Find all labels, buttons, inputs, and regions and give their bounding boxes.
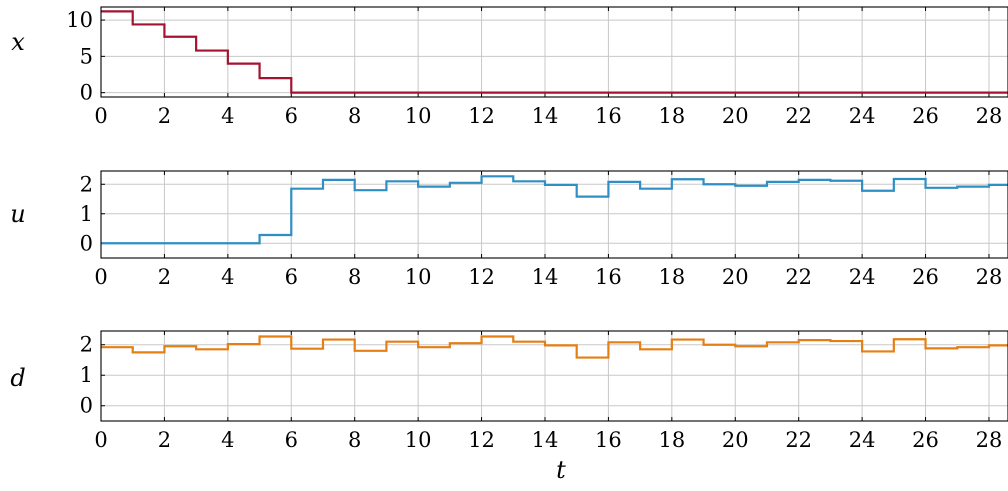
x-tick-label: 12 xyxy=(468,428,495,452)
x-tick-label: 22 xyxy=(785,265,812,289)
y-tick-label: 10 xyxy=(66,8,93,32)
x-tick-label: 10 xyxy=(405,265,432,289)
x-tick-label: 16 xyxy=(595,428,622,452)
x-tick-label: 14 xyxy=(532,428,559,452)
x-tick-label: 10 xyxy=(405,428,432,452)
series-line-u xyxy=(101,175,1008,245)
x-tick-label: 2 xyxy=(158,428,171,452)
x-tick-label: 8 xyxy=(348,428,361,452)
x-tick-label: 20 xyxy=(722,265,749,289)
x-tick-label: 24 xyxy=(849,428,876,452)
x-tick-label: 8 xyxy=(348,104,361,128)
y-tick-label: 1 xyxy=(80,363,93,387)
x-tick-label: 24 xyxy=(849,104,876,128)
y-tick-label: 2 xyxy=(80,333,93,357)
x-tick-label: 28 xyxy=(976,428,1003,452)
x-tick-label: 16 xyxy=(595,104,622,128)
y-axis-label: u xyxy=(10,200,25,228)
x-tick-label: 26 xyxy=(912,428,939,452)
x-tick-label: 18 xyxy=(658,104,685,128)
x-tick-label: 4 xyxy=(221,428,234,452)
y-tick-label: 5 xyxy=(80,44,93,68)
axes-frame xyxy=(100,6,1008,98)
x-tick-label: 4 xyxy=(221,104,234,128)
x-tick-label: 18 xyxy=(658,265,685,289)
axes-frame xyxy=(100,330,1008,422)
x-tick-label: 6 xyxy=(285,265,298,289)
y-tick-label: 0 xyxy=(80,81,93,105)
y-tick-label: 2 xyxy=(80,172,93,196)
x-tick-label: 26 xyxy=(912,265,939,289)
x-tick-label: 16 xyxy=(595,265,622,289)
y-axis-label: d xyxy=(10,364,25,392)
x-tick-label: 6 xyxy=(285,104,298,128)
x-tick-label: 0 xyxy=(94,265,107,289)
x-tick-label: 22 xyxy=(785,428,812,452)
x-tick-label: 2 xyxy=(158,265,171,289)
x-axis-label: t xyxy=(556,456,566,484)
x-tick-label: 0 xyxy=(94,428,107,452)
x-tick-label: 12 xyxy=(468,104,495,128)
x-tick-label: 6 xyxy=(285,428,298,452)
x-tick-label: 8 xyxy=(348,265,361,289)
series-line-d xyxy=(101,335,1008,359)
x-tick-label: 22 xyxy=(785,104,812,128)
x-tick-label: 20 xyxy=(722,428,749,452)
x-tick-label: 12 xyxy=(468,265,495,289)
x-tick-label: 26 xyxy=(912,104,939,128)
y-tick-label: 0 xyxy=(80,394,93,418)
x-tick-label: 28 xyxy=(976,104,1003,128)
y-axis-label: x xyxy=(11,28,25,56)
axes-frame xyxy=(100,170,1008,259)
y-tick-label: 1 xyxy=(80,202,93,226)
x-tick-label: 24 xyxy=(849,265,876,289)
series-line-x xyxy=(101,10,1008,94)
x-tick-label: 0 xyxy=(94,104,107,128)
x-tick-label: 4 xyxy=(221,265,234,289)
x-tick-label: 20 xyxy=(722,104,749,128)
y-tick-label: 0 xyxy=(80,231,93,255)
x-tick-label: 10 xyxy=(405,104,432,128)
x-tick-label: 18 xyxy=(658,428,685,452)
x-tick-label: 14 xyxy=(532,265,559,289)
x-tick-label: 28 xyxy=(976,265,1003,289)
x-tick-label: 14 xyxy=(532,104,559,128)
x-tick-label: 2 xyxy=(158,104,171,128)
